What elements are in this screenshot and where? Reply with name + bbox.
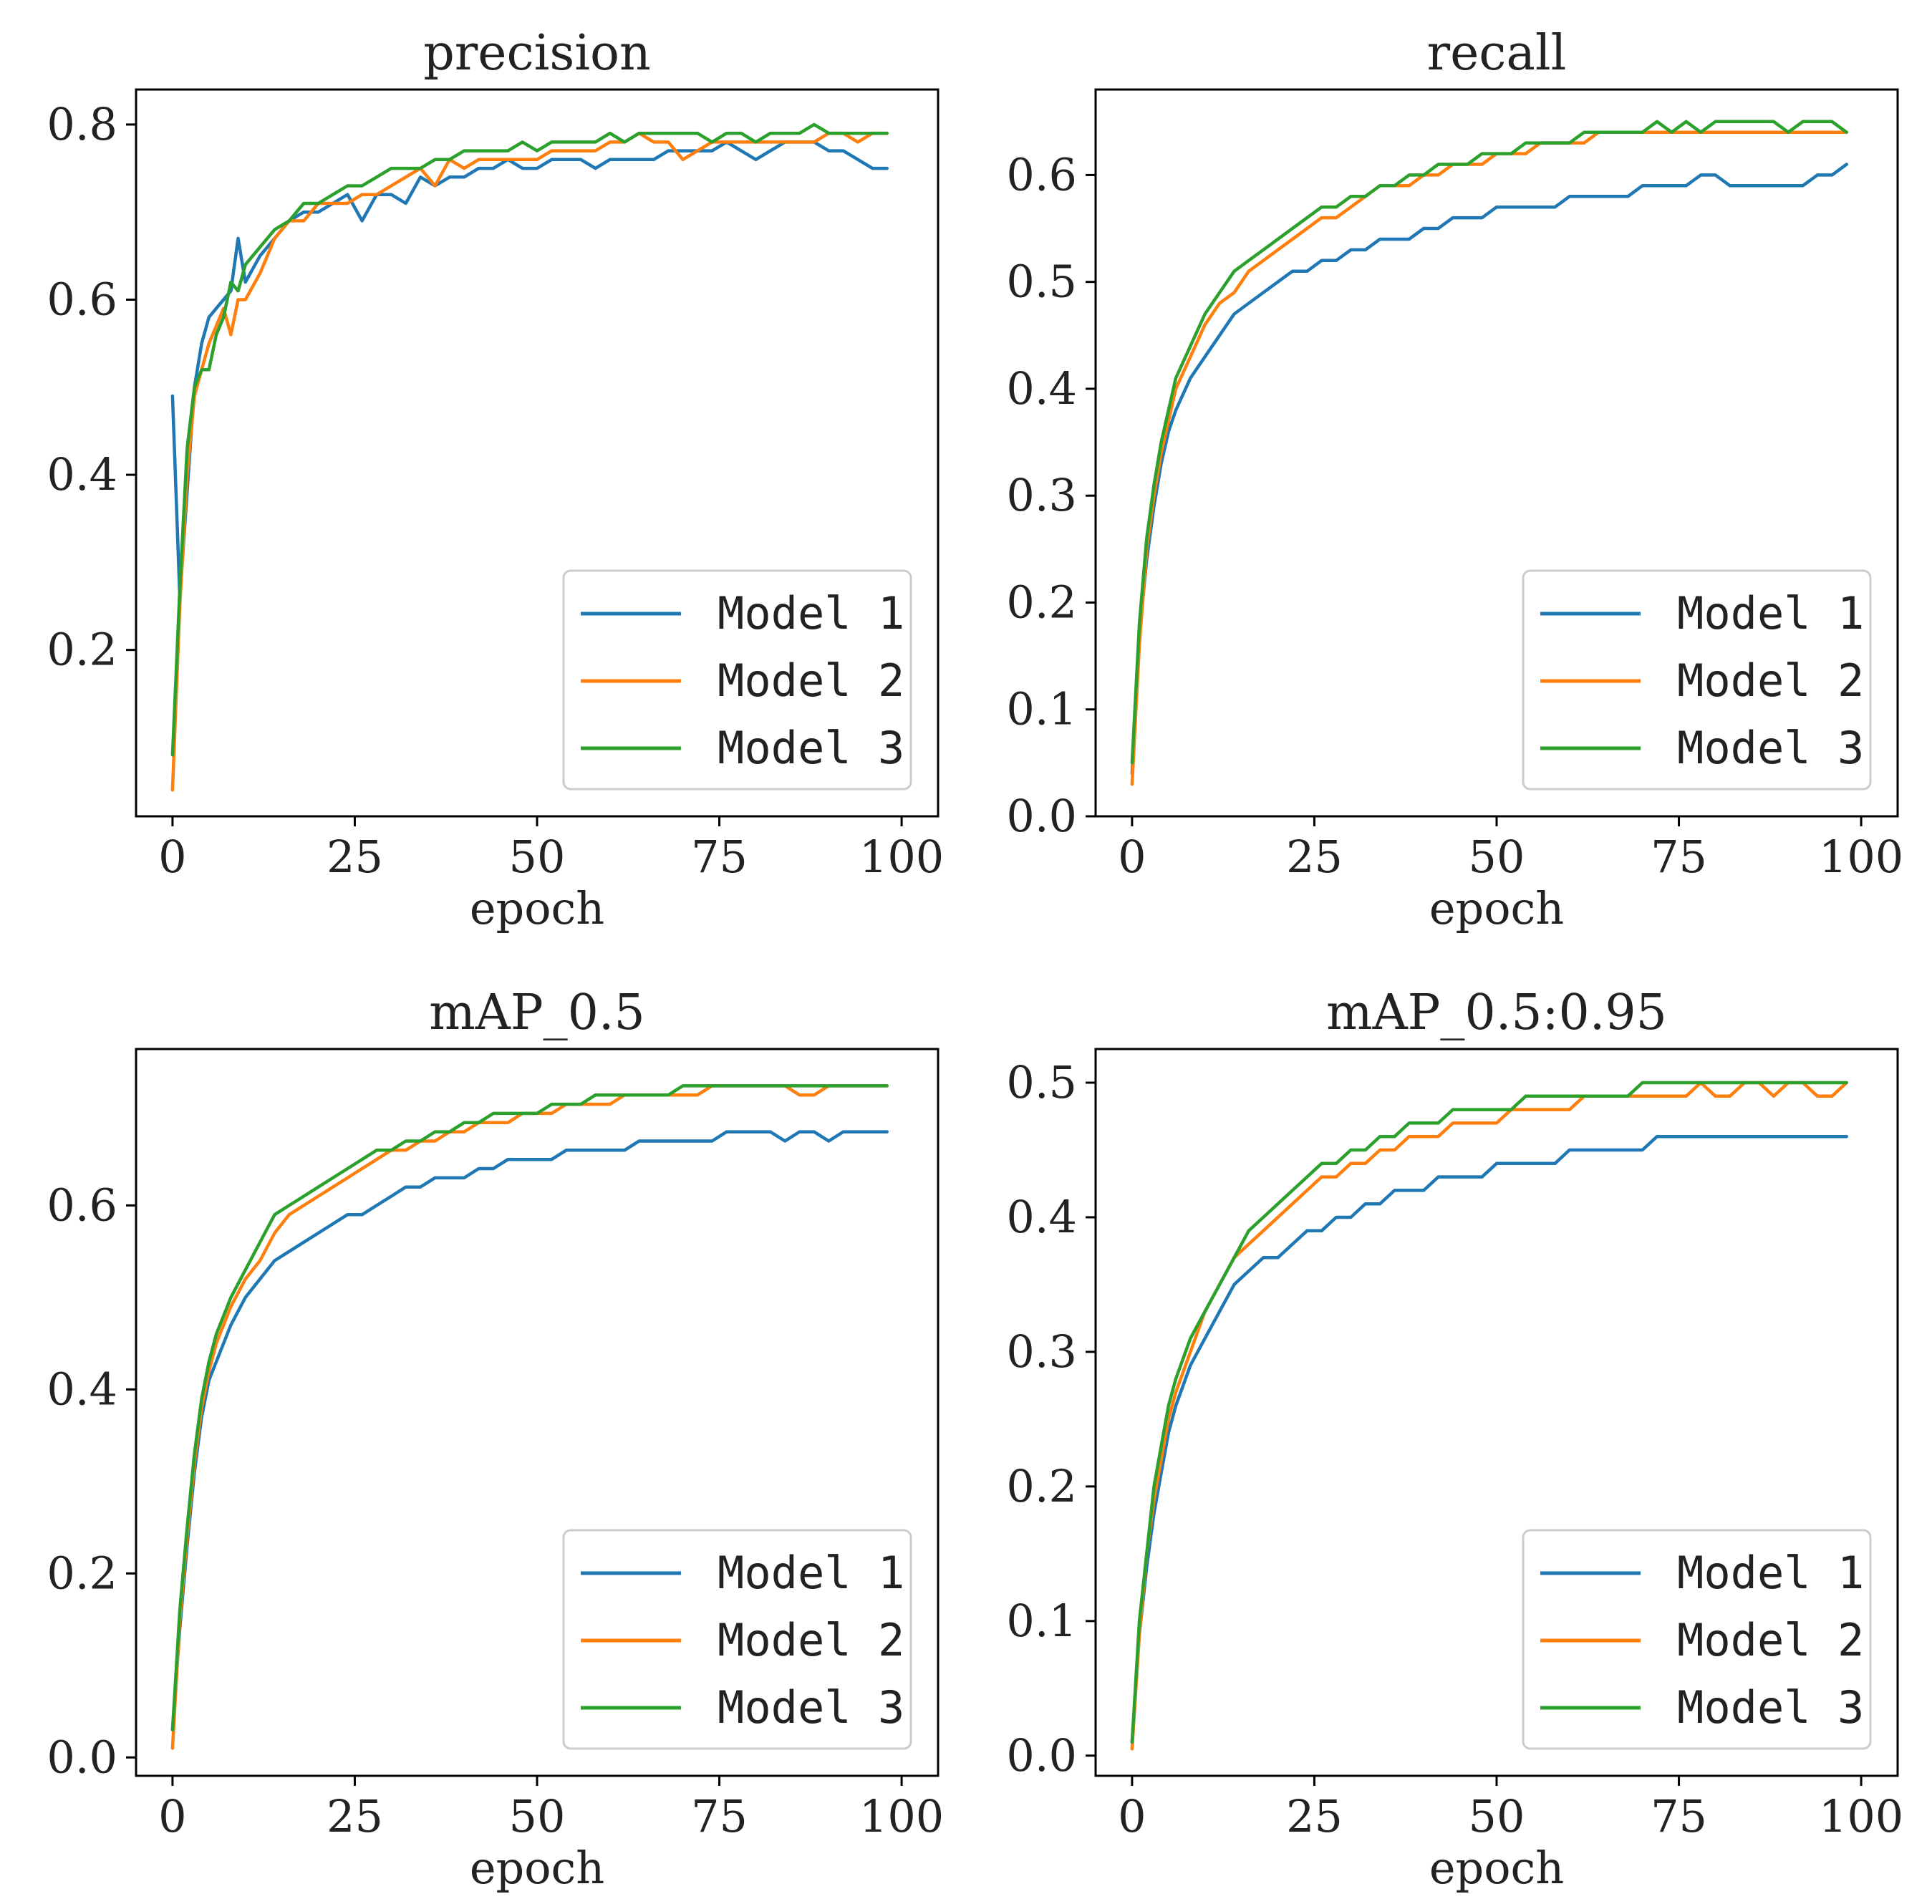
y-tick-label: 0.0 <box>47 1731 117 1783</box>
legend-box <box>1522 1529 1872 1750</box>
legend-label-model-3: Model 3 <box>718 722 904 774</box>
y-tick-label: 0.1 <box>1006 1595 1077 1647</box>
y-tick-label: 0.5 <box>1006 256 1077 308</box>
y-tick-label: 0.2 <box>47 1547 117 1599</box>
legend-label-model-3: Model 3 <box>1677 1681 1864 1734</box>
x-tick-label: 0 <box>158 831 186 883</box>
legend-box <box>1522 569 1872 791</box>
chart-panel-4: mAP_0.5:0.95 0 25 50 75 100 0.0 0.1 0.2 0.3 0.4 0.5… <box>1006 985 1903 1894</box>
x-tick-label: 100 <box>859 831 944 883</box>
legend-label-model-2: Model 2 <box>718 654 904 707</box>
series-group <box>1130 1081 1848 1751</box>
legend-label-model-1: Model 1 <box>1677 587 1864 639</box>
x-tick-label: 100 <box>859 1790 944 1842</box>
chart-title: precision <box>423 25 651 82</box>
series-group <box>170 1084 889 1750</box>
chart-panel-3: mAP_0.5 0 25 50 75 100 0.0 0.2 0.4 0.6 epoch Model … <box>47 985 944 1894</box>
y-tick-label: 0.0 <box>1006 1729 1077 1782</box>
legend-label-model-1: Model 1 <box>718 1547 904 1599</box>
y-tick-label: 0.6 <box>47 1179 117 1231</box>
x-axis-label: epoch <box>470 882 604 934</box>
x-tick-label: 50 <box>1469 831 1525 883</box>
x-tick-label: 0 <box>1118 831 1146 883</box>
y-tick-label: 0.2 <box>1006 1460 1077 1512</box>
y-tick-label: 0.2 <box>1006 576 1077 628</box>
legend-label-model-2: Model 2 <box>718 1614 904 1666</box>
series-line-model-1 <box>170 1130 889 1732</box>
y-tick-label: 0.4 <box>1006 1191 1077 1243</box>
legend: Model 1 Model 2 Model 3 <box>562 1529 912 1750</box>
series-group <box>170 122 889 792</box>
legend-label-model-2: Model 2 <box>1677 654 1864 707</box>
chart-panel-2: recall 0 25 50 75 100 0.0 0.1 0.2 0.3 0.4 0.5 0.6 epo… <box>1006 25 1903 934</box>
x-tick-label: 50 <box>509 831 566 883</box>
x-tick-label: 25 <box>327 1790 383 1842</box>
series-group <box>1130 120 1848 786</box>
chart-title: mAP_0.5 <box>429 985 644 1041</box>
y-tick-label: 0.3 <box>1006 469 1077 521</box>
y-tick-label: 0.5 <box>1006 1056 1077 1108</box>
x-axis-label: epoch <box>1429 882 1564 934</box>
series-line-model-3 <box>170 122 889 757</box>
y-tick-label: 0.6 <box>47 273 117 325</box>
series-line-model-3 <box>170 1084 889 1732</box>
x-tick-label: 100 <box>1819 1790 1903 1842</box>
legend-label-model-1: Model 1 <box>1677 1547 1864 1599</box>
x-tick-label: 0 <box>158 1790 186 1842</box>
series-line-model-1 <box>1130 1134 1848 1744</box>
series-line-model-3 <box>1130 1081 1848 1744</box>
legend-label-model-2: Model 2 <box>1677 1614 1864 1666</box>
y-tick-label: 0.3 <box>1006 1325 1077 1378</box>
x-tick-label: 75 <box>1651 1790 1707 1842</box>
y-tick-label: 0.4 <box>1006 362 1077 415</box>
x-tick-label: 50 <box>1469 1790 1525 1842</box>
y-tick-label: 0.0 <box>1006 790 1077 842</box>
legend: Model 1 Model 2 Model 3 <box>1522 1529 1872 1750</box>
x-tick-label: 100 <box>1819 831 1903 883</box>
x-tick-label: 25 <box>1286 1790 1343 1842</box>
legend: Model 1 Model 2 Model 3 <box>562 569 912 791</box>
legend-box <box>562 569 912 791</box>
series-line-model-3 <box>1130 120 1848 765</box>
x-axis-label: epoch <box>470 1842 604 1894</box>
y-tick-label: 0.1 <box>1006 683 1077 735</box>
y-tick-label: 0.4 <box>47 1363 117 1415</box>
x-tick-label: 75 <box>691 831 748 883</box>
legend-label-model-1: Model 1 <box>718 587 904 639</box>
y-tick-label: 0.2 <box>47 624 117 676</box>
y-tick-label: 0.4 <box>47 448 117 501</box>
x-tick-label: 0 <box>1118 1790 1146 1842</box>
legend-label-model-3: Model 3 <box>1677 722 1864 774</box>
series-line-model-1 <box>1130 163 1848 775</box>
chart-title: mAP_0.5:0.95 <box>1326 985 1667 1041</box>
x-tick-label: 75 <box>1651 831 1707 883</box>
chart-title: recall <box>1427 25 1567 82</box>
y-tick-label: 0.6 <box>1006 148 1077 200</box>
legend-label-model-3: Model 3 <box>718 1681 904 1734</box>
x-tick-label: 25 <box>327 831 383 883</box>
x-tick-label: 75 <box>691 1790 748 1842</box>
chart-panel-1: precision 0 25 50 75 100 0.2 0.4 0.6 0.8 epoch Mode… <box>47 25 944 934</box>
x-tick-label: 50 <box>509 1790 566 1842</box>
legend: Model 1 Model 2 Model 3 <box>1522 569 1872 791</box>
legend-box <box>562 1529 912 1750</box>
x-tick-label: 25 <box>1286 831 1343 883</box>
x-axis-label: epoch <box>1429 1842 1564 1894</box>
y-tick-label: 0.8 <box>47 98 117 150</box>
series-line-model-1 <box>170 140 889 599</box>
